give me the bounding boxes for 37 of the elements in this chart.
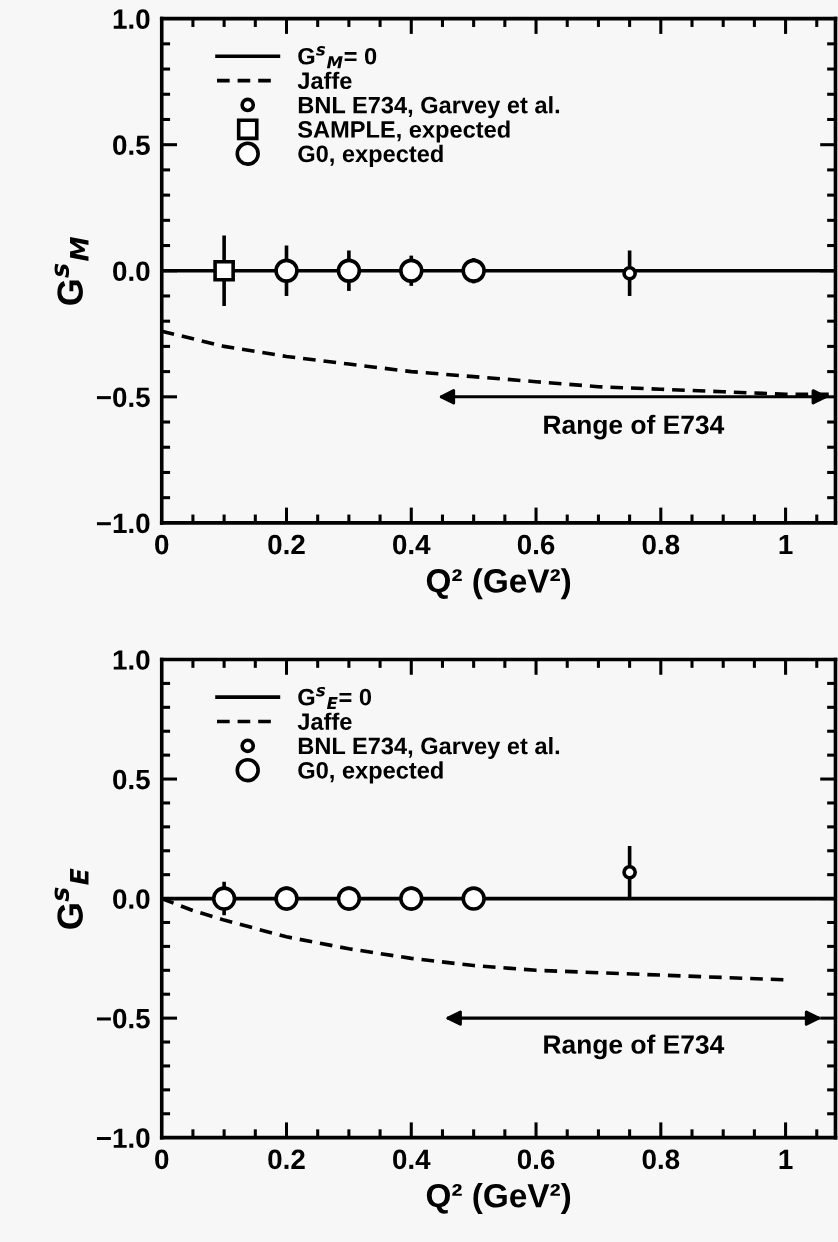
y-tick-label: 0.0	[113, 889, 150, 909]
legend-label: Jaffe	[297, 71, 352, 90]
y-tick-label: 0.5	[113, 135, 150, 156]
legend-label: BNL E734, Garvey et al.	[298, 737, 560, 760]
legend-label: G$^{s}$$_{E}$= 0	[298, 686, 372, 710]
x-tick-label: 0.6	[517, 534, 555, 555]
y-tick-label: −1.0	[96, 513, 150, 534]
y-axis-title: G$^{s}$$_{E}$	[54, 868, 89, 929]
x-tick-label: 0.2	[268, 1149, 305, 1170]
legend-label: SAMPLE, expected	[297, 120, 510, 143]
x-tick-label: 0.4	[393, 534, 431, 555]
y-tick-label: 0.0	[113, 261, 150, 282]
x-tick-label: 0.4	[393, 1149, 431, 1170]
y-tick-label: 0.5	[113, 769, 150, 790]
legend-label: Jaffe	[297, 712, 352, 730]
x-axis-title: Q² (GeV²)	[426, 1183, 571, 1215]
legend-label: G0, expected	[298, 144, 443, 167]
x-axis-title: Q² (GeV²)	[426, 568, 571, 600]
x-tick-label: 0.6	[517, 1149, 555, 1170]
x-tick-label: 0.2	[268, 534, 305, 555]
y-tick-label: 1.0	[113, 650, 150, 670]
y-tick-label: −0.5	[96, 387, 150, 408]
annotation: Range of E734	[544, 414, 725, 440]
x-tick-label: 0	[155, 1149, 169, 1170]
annotation: Range of E734	[544, 1034, 725, 1060]
legend-label: G$^{s}$$_{M}$= 0	[298, 46, 377, 69]
legend-label: G0, expected	[298, 761, 443, 784]
y-tick-label: −1.0	[96, 1128, 150, 1149]
y-axis-title: G$^{s}$$_{M}$	[54, 236, 89, 305]
legend-label: BNL E734, Garvey et al.	[298, 96, 560, 119]
x-tick-label: 0.8	[642, 534, 680, 555]
y-tick-label: −0.5	[96, 1008, 150, 1029]
x-tick-label: 1	[779, 1149, 793, 1169]
x-tick-label: 0	[155, 534, 169, 555]
y-tick-label: 1.0	[113, 9, 150, 29]
x-tick-label: 0.8	[642, 1149, 680, 1170]
x-tick-label: 1	[779, 535, 793, 555]
